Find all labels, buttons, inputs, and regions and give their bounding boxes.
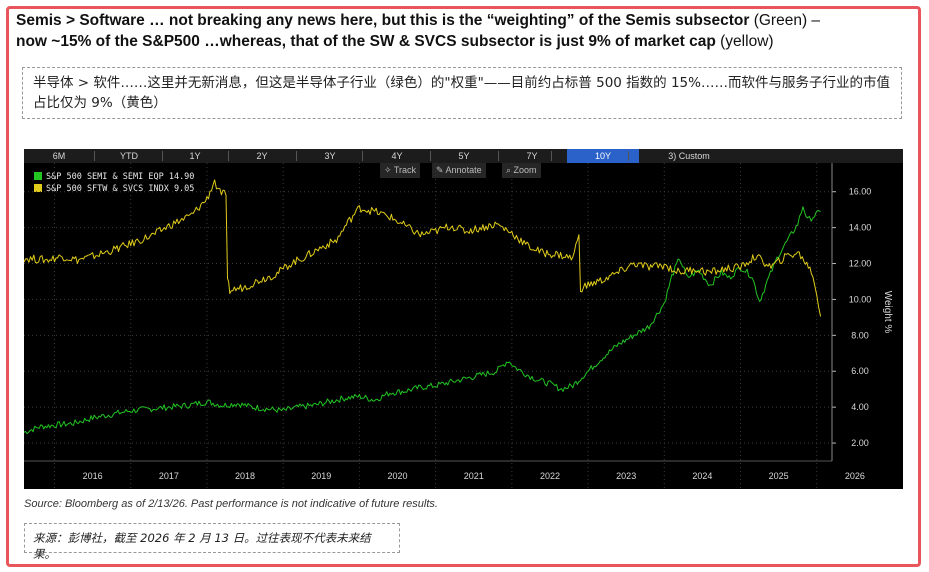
tool-annotate[interactable]: ✎ Annotate [432, 163, 486, 178]
y-tick-label: 8.00 [851, 330, 869, 340]
legend-series-name: S&P 500 SEMI & SEMI EQP [46, 172, 169, 182]
range-tab-ytd[interactable]: YTD [120, 151, 138, 161]
annotate-icon: ✎ [436, 165, 446, 175]
range-tab-2y[interactable]: 2Y [256, 151, 268, 161]
y-tick-label: 12.00 [849, 259, 872, 269]
series-line-1 [24, 179, 822, 317]
headline-line1: Semis > Software … not breaking any news… [16, 12, 750, 29]
legend-entry: S&P 500 SFTW & SVCS INDX 9.05 [34, 183, 194, 195]
range-tab-7y[interactable]: 7Y [526, 151, 538, 161]
legend-last-value: 9.05 [173, 184, 195, 194]
tab-separator [430, 151, 431, 161]
legend-series-name: S&P 500 SFTW & SVCS INDX [46, 184, 174, 194]
headline: Semis > Software … not breaking any news… [16, 10, 906, 52]
range-tab-1y[interactable]: 1Y [189, 151, 201, 161]
tab-separator [628, 151, 629, 161]
y-tick-label: 4.00 [851, 402, 869, 412]
y-tick-label: 6.00 [851, 366, 869, 376]
tool-zoom[interactable]: ⌕ Zoom [502, 163, 541, 178]
tab-separator [362, 151, 363, 161]
x-tick-label: 2021 [464, 471, 484, 481]
y-tick-label: 14.00 [849, 223, 872, 233]
range-tab-10y[interactable]: 10Y [567, 149, 639, 163]
legend-entry: S&P 500 SEMI & SEMI EQP 14.90 [34, 171, 194, 183]
tab-separator [228, 151, 229, 161]
source-note: Source: Bloomberg as of 2/13/26. Past pe… [24, 498, 438, 510]
bloomberg-chart: 6M YTD 1Y 2Y 3Y 4Y 5Y 7Y 10Y 3) Custom ✧ Track ✎ A… [24, 149, 903, 489]
legend-swatch [34, 172, 42, 180]
tab-separator [296, 151, 297, 161]
tool-track[interactable]: ✧ Track [380, 163, 421, 178]
tool-label: Zoom [513, 165, 537, 175]
range-tab-6m[interactable]: 6M [52, 151, 66, 161]
tool-label: Track [393, 165, 417, 175]
x-tick-label: 2020 [387, 471, 407, 481]
range-tab-5y[interactable]: 5Y [458, 151, 470, 161]
x-tick-label: 2026 [845, 471, 865, 481]
headline-yellow-note: (yellow) [715, 33, 774, 50]
chinese-translation: 半导体 > 软件……这里并无新消息，但这是半导体子行业（绿色）的"权重"——目前… [22, 67, 902, 119]
chart-plot: 2.00 4.00 6.00 8.00 10.00 12.00 14.00 16.00 2016… [24, 163, 893, 489]
legend-last-value: 14.90 [168, 172, 195, 182]
track-icon: ✧ [384, 165, 394, 175]
tab-separator [162, 151, 163, 161]
x-tick-label: 2024 [692, 471, 712, 481]
x-tick-label: 2019 [311, 471, 331, 481]
y-tick-label: 16.00 [849, 187, 872, 197]
source-note-chinese: 来源：彭博社，截至 2026 年 2 月 13 日。过往表现不代表未来结果。 [24, 523, 400, 561]
headline-line2: now ~15% of the S&P500 …whereas, that of… [16, 33, 716, 50]
tool-label: Annotate [445, 165, 482, 175]
y-tick-label: 2.00 [851, 438, 869, 448]
headline-green-note: (Green) – [749, 12, 821, 29]
y-tick-label: 10.00 [849, 294, 872, 304]
tab-separator [551, 151, 552, 161]
x-tick-label: 2022 [540, 471, 560, 481]
chart-legend: S&P 500 SEMI & SEMI EQP 14.90 S&P 500 SFT… [34, 171, 194, 195]
x-tick-label: 2016 [83, 471, 103, 481]
range-tab-4y[interactable]: 4Y [391, 151, 403, 161]
tab-separator [498, 151, 499, 161]
x-tick-label: 2025 [769, 471, 789, 481]
x-tick-label: 2017 [159, 471, 179, 481]
range-tab-3y[interactable]: 3Y [324, 151, 336, 161]
tab-separator [94, 151, 95, 161]
red-frame [6, 6, 921, 567]
range-tab-3-custom[interactable]: 3) Custom [668, 151, 710, 161]
x-tick-label: 2018 [235, 471, 255, 481]
legend-swatch [34, 184, 42, 192]
range-tab-bar: 6M YTD 1Y 2Y 3Y 4Y 5Y 7Y 10Y 3) Custom [24, 149, 903, 163]
y-axis-label: Weight % [882, 291, 893, 334]
zoom-icon: ⌕ [506, 165, 514, 175]
x-tick-label: 2023 [616, 471, 636, 481]
series-line-0 [24, 206, 821, 435]
